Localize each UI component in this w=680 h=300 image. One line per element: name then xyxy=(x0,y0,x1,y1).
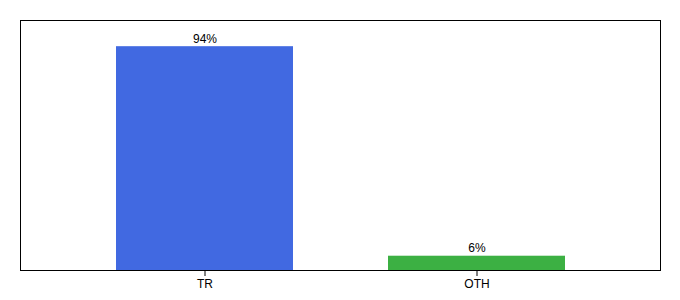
svg-text:TR: TR xyxy=(197,277,213,291)
svg-text:6%: 6% xyxy=(468,241,486,255)
svg-text:OTH: OTH xyxy=(464,277,489,291)
svg-text:94%: 94% xyxy=(193,32,217,46)
